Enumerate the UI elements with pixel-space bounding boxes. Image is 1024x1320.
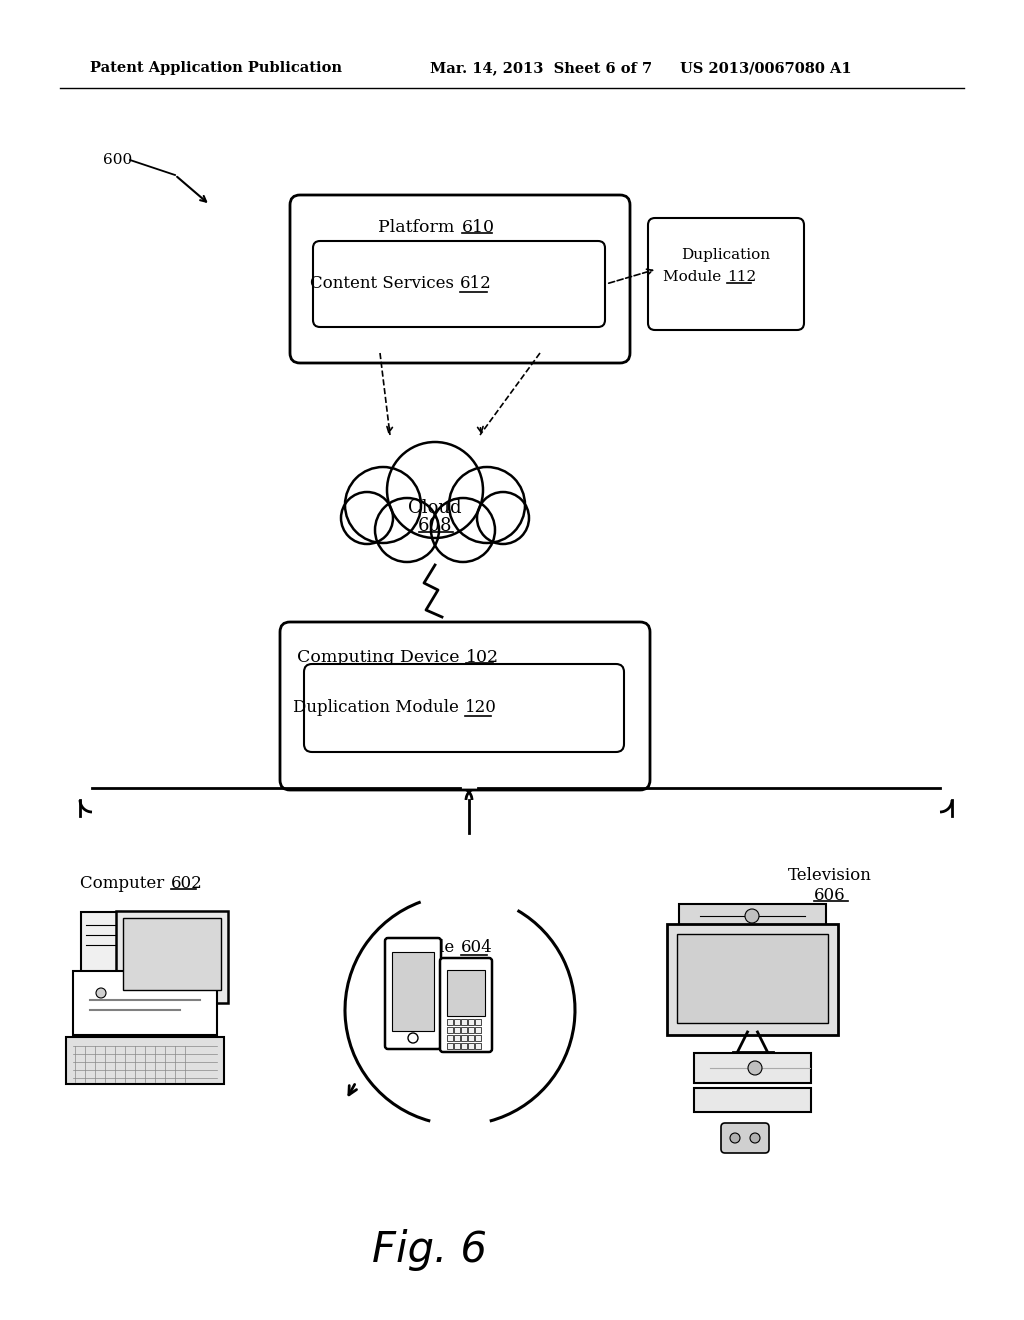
Text: Computing Device: Computing Device — [297, 648, 465, 665]
Text: Duplication: Duplication — [681, 248, 771, 261]
FancyBboxPatch shape — [461, 1043, 467, 1048]
Circle shape — [449, 467, 525, 543]
FancyBboxPatch shape — [454, 1043, 460, 1048]
Circle shape — [477, 492, 529, 544]
Circle shape — [431, 498, 495, 562]
FancyBboxPatch shape — [123, 917, 221, 990]
Circle shape — [745, 909, 759, 923]
Circle shape — [375, 498, 439, 562]
FancyBboxPatch shape — [446, 1043, 453, 1048]
Circle shape — [408, 1034, 418, 1043]
FancyBboxPatch shape — [648, 218, 804, 330]
Circle shape — [750, 1133, 760, 1143]
FancyBboxPatch shape — [81, 912, 121, 1008]
FancyBboxPatch shape — [280, 622, 650, 789]
FancyBboxPatch shape — [454, 1019, 460, 1024]
Circle shape — [96, 987, 106, 998]
FancyBboxPatch shape — [677, 935, 828, 1023]
Text: Cloud: Cloud — [409, 499, 462, 517]
Text: Content Services: Content Services — [309, 276, 459, 293]
Text: Platform: Platform — [378, 219, 460, 235]
Circle shape — [730, 1133, 740, 1143]
FancyBboxPatch shape — [313, 242, 605, 327]
Text: 606: 606 — [814, 887, 846, 903]
FancyBboxPatch shape — [440, 958, 492, 1052]
Text: US 2013/0067080 A1: US 2013/0067080 A1 — [680, 61, 852, 75]
Text: 612: 612 — [460, 276, 492, 293]
Text: Mobile: Mobile — [396, 940, 460, 957]
FancyBboxPatch shape — [461, 1019, 467, 1024]
FancyBboxPatch shape — [468, 1043, 473, 1048]
FancyBboxPatch shape — [721, 1123, 769, 1152]
FancyBboxPatch shape — [474, 1019, 480, 1024]
Text: 604: 604 — [461, 940, 493, 957]
FancyBboxPatch shape — [474, 1035, 480, 1040]
Circle shape — [387, 442, 483, 539]
FancyBboxPatch shape — [468, 1035, 473, 1040]
FancyBboxPatch shape — [474, 1043, 480, 1048]
Text: Mar. 14, 2013  Sheet 6 of 7: Mar. 14, 2013 Sheet 6 of 7 — [430, 61, 652, 75]
Text: 112: 112 — [727, 271, 757, 284]
Text: 602: 602 — [171, 874, 203, 891]
Text: 608: 608 — [418, 517, 453, 535]
FancyBboxPatch shape — [679, 904, 826, 928]
FancyBboxPatch shape — [385, 939, 441, 1049]
FancyBboxPatch shape — [446, 1027, 453, 1032]
FancyBboxPatch shape — [474, 1027, 480, 1032]
FancyBboxPatch shape — [446, 1019, 453, 1024]
FancyBboxPatch shape — [392, 952, 434, 1031]
Circle shape — [748, 1061, 762, 1074]
FancyBboxPatch shape — [667, 924, 838, 1035]
FancyBboxPatch shape — [461, 1035, 467, 1040]
Text: Module: Module — [663, 271, 726, 284]
FancyBboxPatch shape — [461, 1027, 467, 1032]
FancyBboxPatch shape — [454, 1035, 460, 1040]
Text: Duplication Module: Duplication Module — [293, 700, 464, 717]
FancyBboxPatch shape — [468, 1019, 473, 1024]
FancyBboxPatch shape — [446, 1035, 453, 1040]
Text: 610: 610 — [462, 219, 495, 235]
FancyBboxPatch shape — [694, 1053, 811, 1082]
Text: 120: 120 — [465, 700, 497, 717]
Text: Computer: Computer — [81, 874, 170, 891]
Circle shape — [341, 492, 393, 544]
FancyBboxPatch shape — [116, 911, 228, 1003]
FancyBboxPatch shape — [694, 1088, 811, 1111]
Text: 600: 600 — [103, 153, 133, 168]
Text: 102: 102 — [466, 648, 499, 665]
FancyBboxPatch shape — [66, 1038, 224, 1084]
FancyBboxPatch shape — [290, 195, 630, 363]
FancyBboxPatch shape — [468, 1027, 473, 1032]
FancyBboxPatch shape — [454, 1027, 460, 1032]
Text: Patent Application Publication: Patent Application Publication — [90, 61, 342, 75]
Text: Fig. 6: Fig. 6 — [373, 1229, 487, 1271]
FancyBboxPatch shape — [447, 970, 485, 1016]
Circle shape — [345, 467, 421, 543]
FancyBboxPatch shape — [304, 664, 624, 752]
Text: Television: Television — [788, 866, 872, 883]
FancyBboxPatch shape — [73, 972, 217, 1035]
